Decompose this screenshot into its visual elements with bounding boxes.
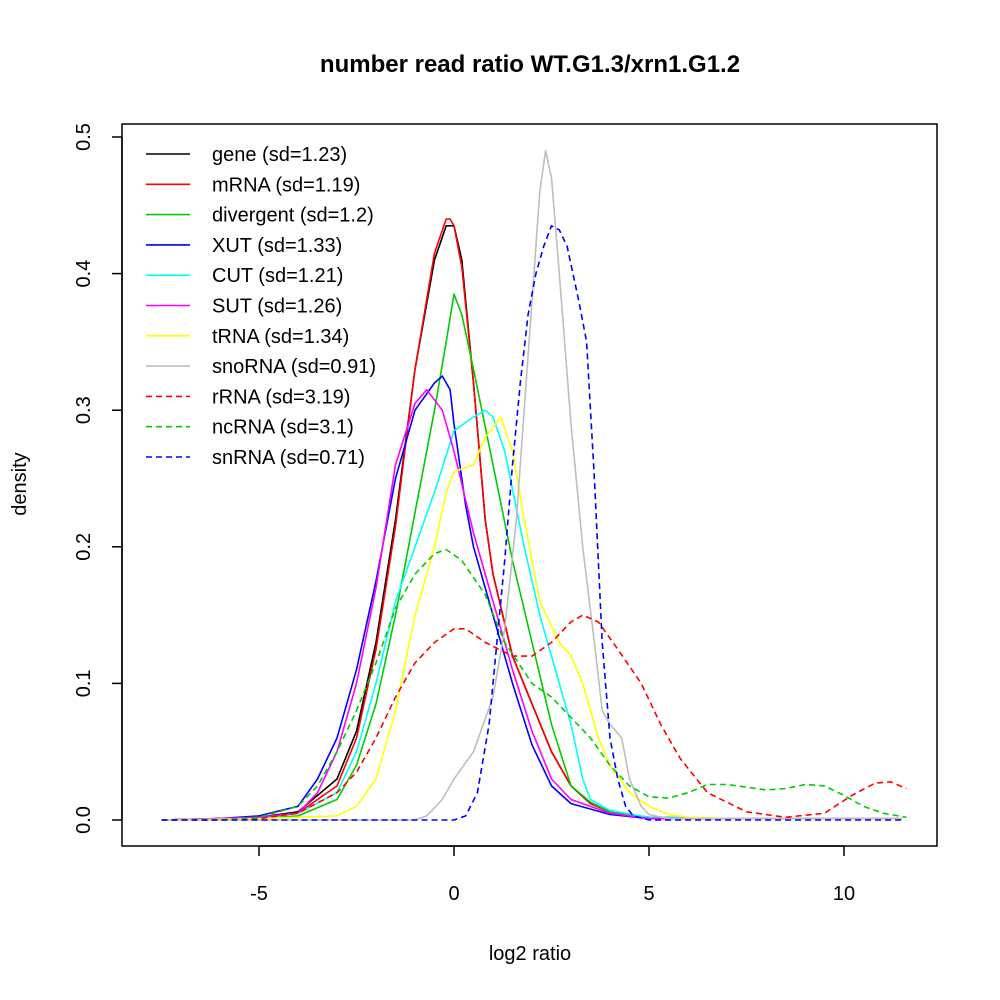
series-line-9 — [161, 548, 907, 821]
x-tick-label: 5 — [643, 883, 654, 905]
series-line-3 — [161, 375, 903, 821]
series-line-7 — [161, 149, 903, 821]
series-line-4 — [161, 409, 903, 821]
series-line-2 — [161, 293, 903, 821]
legend-label: divergent (sd=1.2) — [212, 205, 374, 227]
x-tick-label: -5 — [250, 883, 268, 905]
series-layer — [161, 149, 907, 821]
legend-label: gene (sd=1.23) — [212, 144, 347, 166]
y-axis-label: density — [9, 452, 31, 515]
y-tick-label: 0.1 — [73, 669, 95, 697]
legend-label: mRNA (sd=1.19) — [212, 174, 360, 196]
y-tick-label: 0.4 — [73, 260, 95, 288]
x-axis-label: log2 ratio — [489, 943, 571, 965]
y-tick-label: 0.0 — [73, 806, 95, 834]
x-tick-label: 0 — [448, 883, 459, 905]
chart-title: number read ratio WT.G1.3/xrn1.G1.2 — [320, 51, 740, 78]
legend-label: snRNA (sd=0.71) — [212, 447, 365, 469]
y-tick-label: 0.2 — [73, 533, 95, 561]
series-line-10 — [161, 225, 903, 821]
legend: gene (sd=1.23) mRNA (sd=1.19) divergent (s… — [146, 144, 376, 469]
series-line-5 — [161, 388, 903, 821]
legend-label: XUT (sd=1.33) — [212, 235, 342, 257]
series-line-6 — [161, 416, 903, 821]
series-line-8 — [161, 614, 907, 821]
y-axis: 0.0 0.1 0.2 0.3 0.4 0.5 — [73, 123, 123, 834]
legend-label: tRNA (sd=1.34) — [212, 326, 349, 348]
legend-label: ncRNA (sd=3.1) — [212, 417, 354, 439]
legend-label: CUT (sd=1.21) — [212, 265, 343, 287]
y-tick-label: 0.5 — [73, 123, 95, 151]
y-tick-label: 0.3 — [73, 396, 95, 424]
legend-label: SUT (sd=1.26) — [212, 296, 342, 318]
legend-label: rRNA (sd=3.19) — [212, 386, 350, 408]
x-tick-label: 10 — [833, 883, 855, 905]
x-axis: -5 0 5 10 — [250, 845, 855, 905]
legend-label: snoRNA (sd=0.91) — [212, 356, 376, 378]
